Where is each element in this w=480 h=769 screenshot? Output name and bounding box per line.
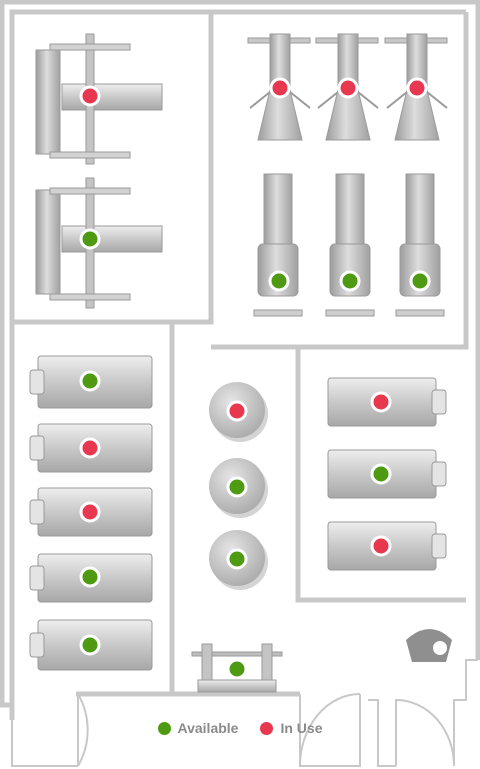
in-use-dot-icon <box>260 721 274 735</box>
pulldown-stations <box>247 33 448 141</box>
bench-press <box>191 643 283 693</box>
legend-available: Available <box>157 720 239 736</box>
status-dot-round-station-1[interactable] <box>226 400 248 422</box>
leg-extension-1 <box>253 173 303 317</box>
leg-extension-3 <box>395 173 445 317</box>
status-dot-pulldown-3[interactable] <box>406 77 428 99</box>
status-dot-treadmill-right-2[interactable] <box>370 463 392 485</box>
status-dot-round-station-3[interactable] <box>226 548 248 570</box>
legend: Available In Use <box>0 716 480 740</box>
status-dot-leg-press-1[interactable] <box>79 85 101 107</box>
status-markers[interactable] <box>79 77 431 680</box>
status-dot-treadmill-left-1[interactable] <box>79 370 101 392</box>
status-dot-treadmill-right-3[interactable] <box>370 535 392 557</box>
doors <box>11 659 478 767</box>
weight-icon <box>406 629 452 662</box>
leg-extension-stations <box>253 173 445 317</box>
status-dot-treadmill-right-1[interactable] <box>370 391 392 413</box>
status-dot-pulldown-1[interactable] <box>269 77 291 99</box>
status-dot-pulldown-2[interactable] <box>337 77 359 99</box>
status-dot-bench-press[interactable] <box>226 658 248 680</box>
legend-in-use-label: In Use <box>280 720 323 736</box>
pulldown-2 <box>315 33 379 141</box>
status-dot-treadmill-left-4[interactable] <box>79 566 101 588</box>
pulldown-1 <box>247 33 311 141</box>
leg-extension-2 <box>325 173 375 317</box>
status-dot-leg-press-2[interactable] <box>79 228 101 250</box>
walls <box>0 0 480 720</box>
status-dot-treadmill-left-3[interactable] <box>79 501 101 523</box>
legend-in-use: In Use <box>260 720 322 736</box>
pulldown-3 <box>384 33 448 141</box>
status-dot-leg-extension-1[interactable] <box>268 270 290 292</box>
status-dot-leg-extension-3[interactable] <box>409 270 431 292</box>
status-dot-treadmill-left-5[interactable] <box>79 634 101 656</box>
status-dot-leg-extension-2[interactable] <box>339 270 361 292</box>
status-dot-treadmill-left-2[interactable] <box>79 437 101 459</box>
leg-press-machines <box>35 33 163 309</box>
legend-available-label: Available <box>177 720 239 736</box>
available-dot-icon <box>157 721 171 735</box>
status-dot-round-station-2[interactable] <box>226 476 248 498</box>
